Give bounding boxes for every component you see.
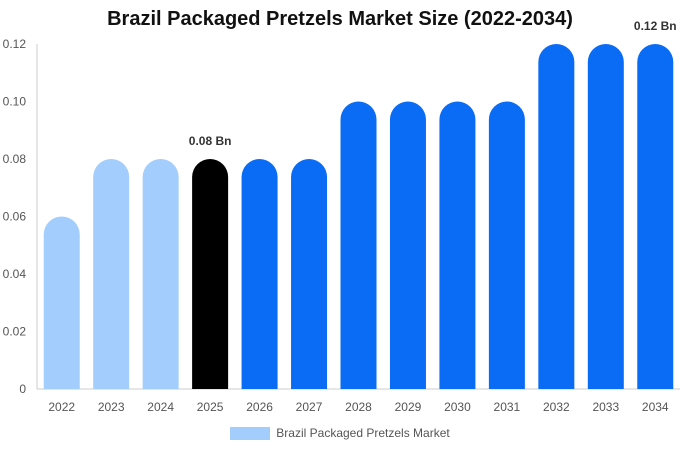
x-tick-label-2028: 2028 xyxy=(345,400,372,414)
bar-2028 xyxy=(340,101,377,389)
x-tick-label-2022: 2022 xyxy=(48,400,75,414)
x-tick-label-2031: 2031 xyxy=(494,400,521,414)
bar-2031 xyxy=(488,101,525,389)
bar-2025 xyxy=(192,159,229,389)
x-tick-label-2034: 2034 xyxy=(642,400,669,414)
bar-2030 xyxy=(439,101,476,389)
y-tick-label: 0.04 xyxy=(3,267,27,281)
x-tick-label-2032: 2032 xyxy=(543,400,570,414)
x-tick-label-2029: 2029 xyxy=(395,400,422,414)
x-tick-label-2030: 2030 xyxy=(444,400,471,414)
x-tick-label-2033: 2033 xyxy=(592,400,619,414)
x-tick-label-2025: 2025 xyxy=(197,400,224,414)
y-tick-label: 0.12 xyxy=(3,37,27,51)
x-tick-label-2026: 2026 xyxy=(246,400,273,414)
chart-title: Brazil Packaged Pretzels Market Size (20… xyxy=(107,8,573,30)
data-label-2034: 0.12 Bn xyxy=(634,19,677,33)
legend-swatch xyxy=(230,426,271,440)
bar-2033 xyxy=(587,44,624,389)
y-tick-label: 0.02 xyxy=(3,325,27,339)
x-tick-label-2024: 2024 xyxy=(147,400,174,414)
x-tick-label-2023: 2023 xyxy=(98,400,125,414)
bar-2029 xyxy=(389,101,426,389)
legend-label: Brazil Packaged Pretzels Market xyxy=(276,426,450,440)
bar-2032 xyxy=(538,44,575,389)
y-tick-label: 0.06 xyxy=(3,210,27,224)
x-tick-label-2027: 2027 xyxy=(296,400,323,414)
bar-2027 xyxy=(291,159,328,389)
bar-2034 xyxy=(637,44,674,389)
bar-2026 xyxy=(241,159,278,389)
legend: Brazil Packaged Pretzels Market xyxy=(0,426,680,440)
y-tick-label: 0.10 xyxy=(3,95,27,109)
bar-2023 xyxy=(93,159,130,389)
data-label-2025: 0.08 Bn xyxy=(189,134,232,148)
bar-2022 xyxy=(43,216,80,389)
y-tick-label: 0 xyxy=(19,382,26,396)
y-tick-label: 0.08 xyxy=(3,152,27,166)
bar-2024 xyxy=(142,159,179,389)
